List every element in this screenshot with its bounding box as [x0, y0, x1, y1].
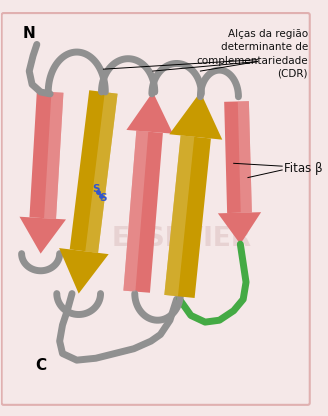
Polygon shape — [123, 131, 148, 292]
Polygon shape — [126, 92, 173, 134]
Text: S: S — [92, 184, 99, 194]
Polygon shape — [238, 101, 252, 213]
Polygon shape — [164, 136, 194, 296]
Polygon shape — [218, 212, 261, 244]
Text: Fitas β: Fitas β — [284, 161, 323, 175]
Polygon shape — [59, 248, 109, 294]
Polygon shape — [85, 92, 117, 253]
Polygon shape — [164, 136, 211, 298]
Polygon shape — [19, 217, 66, 254]
Text: Alças da região
determinante de
complementariedade
(CDR): Alças da região determinante de compleme… — [196, 29, 308, 79]
Polygon shape — [30, 91, 63, 219]
Text: S: S — [100, 193, 107, 203]
FancyBboxPatch shape — [2, 13, 310, 405]
Polygon shape — [123, 131, 163, 293]
Polygon shape — [169, 92, 222, 140]
Text: N: N — [23, 25, 36, 40]
Text: C: C — [35, 358, 46, 373]
Polygon shape — [224, 101, 252, 213]
Text: ELSEVIER: ELSEVIER — [111, 226, 252, 253]
Polygon shape — [70, 90, 117, 253]
Polygon shape — [44, 92, 63, 219]
